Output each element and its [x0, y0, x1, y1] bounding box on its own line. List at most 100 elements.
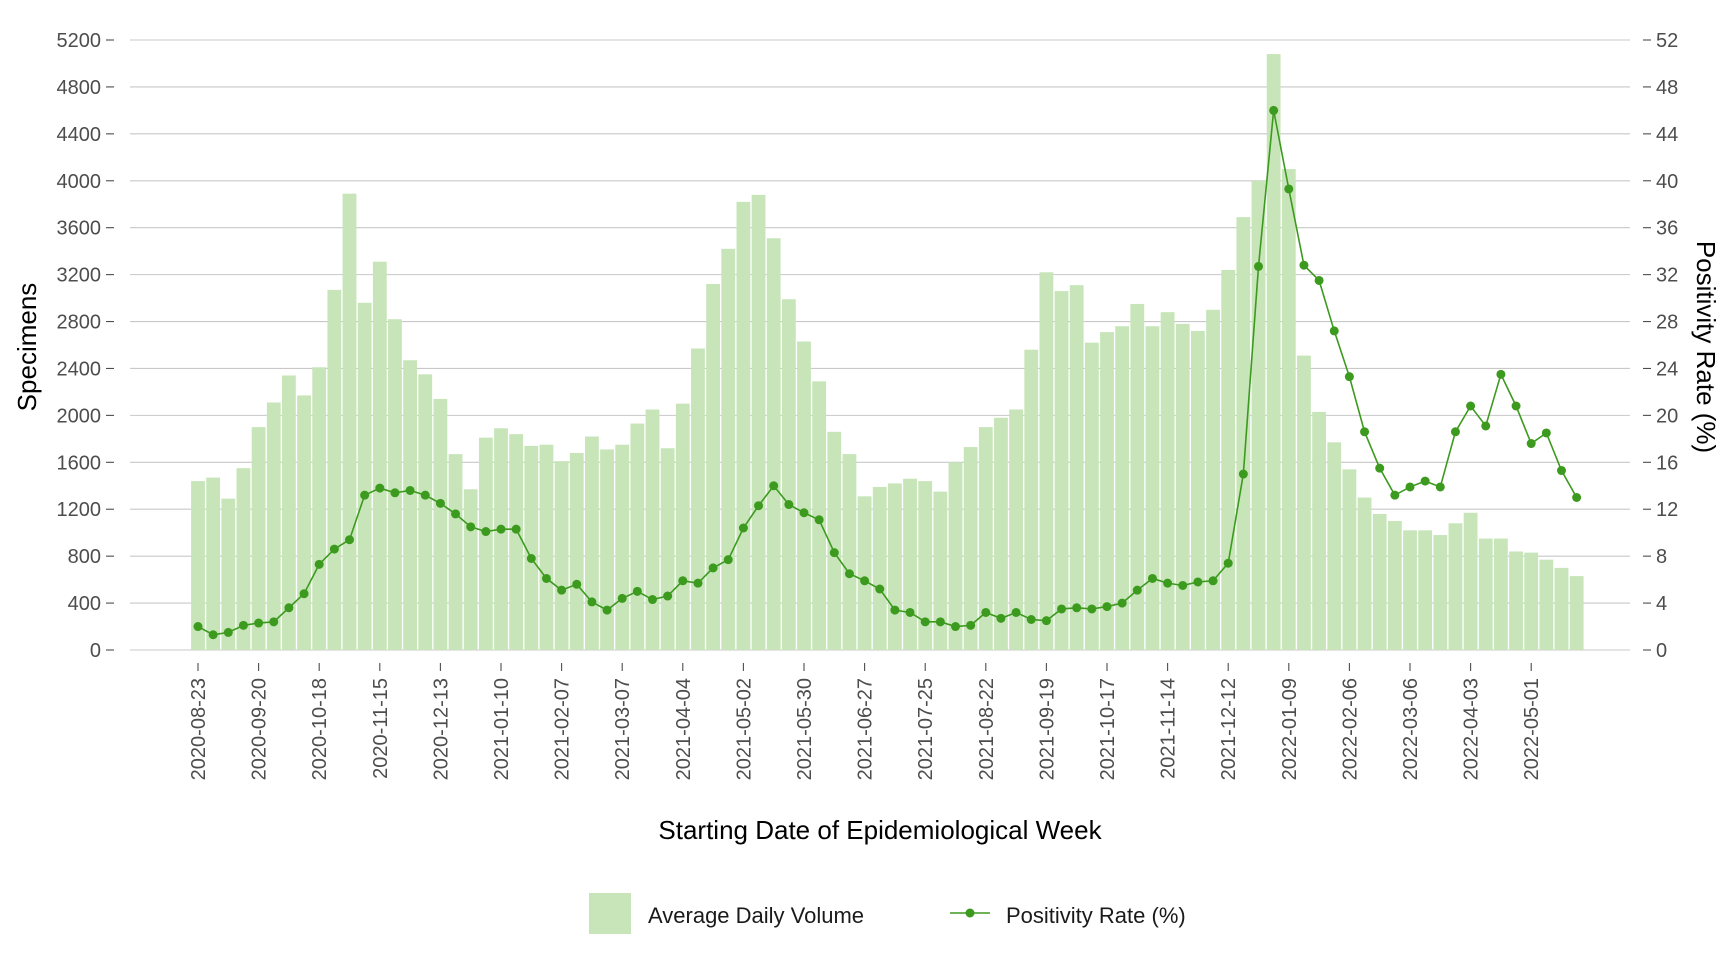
positivity-point: [648, 595, 657, 605]
x-tick-label: 2021-09-19: [1036, 678, 1058, 780]
y-right-tick-label: 8: [1656, 546, 1667, 568]
y-right-tick-label: 48: [1656, 77, 1678, 99]
volume-bar: [539, 444, 554, 650]
positivity-point: [723, 555, 733, 565]
y-left-tick-label: 2000: [57, 405, 102, 427]
volume-bar: [1100, 332, 1114, 650]
y-left-tick-label: 5200: [57, 30, 102, 52]
volume-bar: [297, 395, 311, 650]
positivity-point: [1147, 573, 1157, 583]
positivity-point: [1072, 603, 1082, 613]
volume-bar: [251, 427, 266, 650]
positivity-point: [1178, 580, 1188, 590]
x-tick-label: 2022-03-06: [1400, 678, 1422, 780]
positivity-point: [1011, 607, 1021, 617]
volume-bar: [478, 437, 493, 650]
x-tick-label: 2021-04-04: [673, 678, 695, 780]
volume-bar: [554, 461, 569, 650]
volume-bar: [448, 454, 463, 650]
y-left-tick-label: 4000: [57, 171, 102, 193]
positivity-point: [602, 605, 612, 615]
volume-bar: [1281, 169, 1296, 651]
legend-bar-label: Average Daily Volume: [648, 903, 864, 928]
volume-bar: [1403, 530, 1417, 650]
volume-bar: [1206, 309, 1220, 650]
positivity-point: [541, 573, 551, 583]
y-axis-left-title: Specimens: [12, 283, 42, 412]
positivity-point: [875, 584, 885, 594]
x-tick-label: 2020-08-23: [188, 678, 210, 780]
positivity-point: [632, 586, 642, 596]
positivity-point: [375, 483, 385, 493]
y-right-tick-label: 0: [1656, 640, 1667, 662]
positivity-point: [996, 613, 1006, 623]
volume-bar: [1221, 269, 1236, 650]
volume-bar: [751, 194, 766, 650]
positivity-point: [269, 617, 279, 627]
volume-bar: [903, 478, 917, 650]
volume-bar: [1372, 513, 1387, 650]
volume-bar: [1478, 538, 1493, 650]
positivity-point: [329, 544, 339, 554]
positivity-point: [481, 527, 491, 537]
x-tick-label: 2020-09-20: [249, 678, 271, 780]
volume-bar: [630, 423, 645, 650]
volume-bar: [266, 402, 281, 650]
x-axis-title: Starting Date of Epidemiological Week: [658, 815, 1102, 845]
positivity-point: [617, 593, 627, 603]
volume-bar: [1236, 217, 1251, 650]
positivity-point: [799, 508, 809, 518]
positivity-point: [390, 488, 400, 498]
y-right-tick-label: 36: [1656, 218, 1678, 240]
volume-bar: [1524, 552, 1539, 650]
x-tick-label: 2022-01-09: [1279, 678, 1301, 780]
y-right-tick-label: 20: [1656, 405, 1678, 427]
y-left-tick-label: 3600: [57, 218, 102, 240]
positivity-point: [966, 620, 976, 630]
volume-bar: [645, 409, 660, 650]
legend-line-label: Positivity Rate (%): [1006, 903, 1186, 928]
volume-bar: [569, 452, 584, 650]
positivity-point: [208, 630, 218, 640]
volume-bar: [282, 375, 296, 650]
positivity-point: [1041, 616, 1051, 626]
volume-bar: [963, 447, 978, 650]
x-tick-label: 2021-01-10: [491, 678, 513, 780]
positivity-point: [1026, 615, 1036, 624]
x-tick-label: 2022-05-01: [1521, 678, 1543, 780]
y-left-tick-label: 400: [68, 593, 101, 615]
volume-bar: [312, 367, 327, 650]
y-right-tick-label: 16: [1656, 452, 1678, 474]
volume-bar: [1039, 272, 1054, 650]
volume-bar: [1191, 330, 1205, 650]
positivity-point: [1117, 598, 1127, 608]
y-right-tick-label: 24: [1656, 358, 1678, 380]
positivity-point: [496, 524, 506, 534]
positivity-point: [1466, 401, 1476, 411]
volume-bars: [191, 54, 1584, 651]
positivity-point: [1526, 439, 1536, 449]
y-left-tick-label: 800: [68, 546, 101, 568]
volume-bar: [1160, 312, 1175, 650]
positivity-point: [1572, 493, 1582, 502]
positivity-point: [1087, 604, 1097, 614]
legend-bar-key: [589, 893, 631, 934]
positivity-point: [1163, 578, 1173, 588]
volume-bar: [691, 348, 705, 650]
positivity-point: [435, 498, 445, 508]
positivity-point: [193, 622, 203, 632]
y-right-tick-label: 44: [1656, 124, 1678, 146]
volume-bar: [494, 428, 508, 650]
volume-bar: [357, 302, 372, 650]
volume-bar: [433, 398, 448, 650]
positivity-point: [1390, 490, 1400, 500]
volume-bar: [418, 374, 433, 650]
positivity-point: [1254, 261, 1263, 271]
positivity-points: [193, 105, 1582, 640]
positivity-point: [1299, 260, 1309, 270]
volume-bar: [206, 477, 221, 650]
volume-bar: [1509, 551, 1523, 650]
x-tick-label: 2021-08-22: [976, 678, 998, 780]
volume-bar: [842, 454, 857, 650]
volume-bar: [1175, 323, 1190, 650]
